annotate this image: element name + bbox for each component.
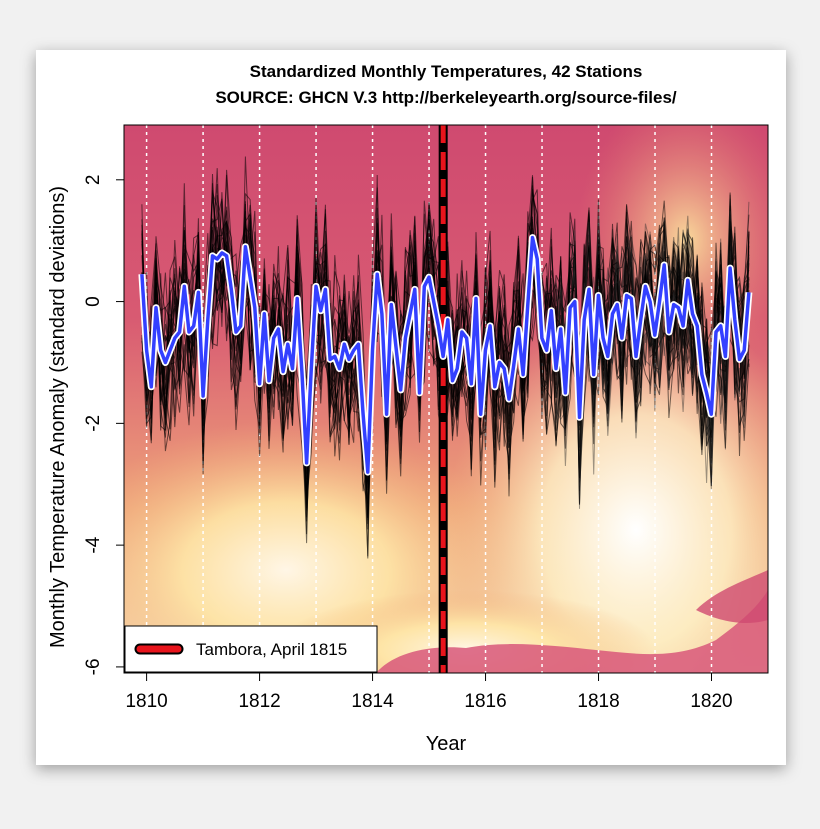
x-tick-label-1818: 1818 — [577, 691, 619, 712]
legend: Tambora, April 1815 — [124, 625, 378, 673]
y-tick-label-3: -4 — [83, 536, 104, 553]
x-tick-label-1816: 1816 — [464, 691, 506, 712]
y-tick-label-0: 2 — [83, 175, 104, 186]
chart-subtitle: SOURCE: GHCN V.3 http://berkeleyearth.or… — [215, 88, 677, 107]
y-tick-label-4: -6 — [83, 658, 104, 675]
y-axis-label: Monthly Temperature Anomaly (standard de… — [47, 186, 69, 648]
x-tick-label-1810: 1810 — [125, 691, 167, 712]
chart-title: Standardized Monthly Temperatures, 42 St… — [250, 62, 643, 81]
mean-temperature-series — [138, 234, 753, 476]
legend-label: Tambora, April 1815 — [196, 640, 347, 659]
y-tick-label-1: 0 — [83, 296, 104, 307]
mean-series-line — [140, 235, 751, 474]
chart-svg: Standardized Monthly Temperatures, 42 St… — [47, 62, 769, 755]
x-tick-label-1820: 1820 — [690, 691, 732, 712]
x-axis-label: Year — [426, 733, 467, 755]
axes: 1810 1812 1814 1816 1818 1820 2 0 -2 -4 -6 — [83, 175, 733, 712]
x-tick-label-1812: 1812 — [238, 691, 280, 712]
x-tick-label-1814: 1814 — [351, 691, 394, 712]
chart-card: Standardized Monthly Temperatures, 42 St… — [36, 50, 786, 765]
y-tick-label-2: -2 — [83, 415, 104, 432]
